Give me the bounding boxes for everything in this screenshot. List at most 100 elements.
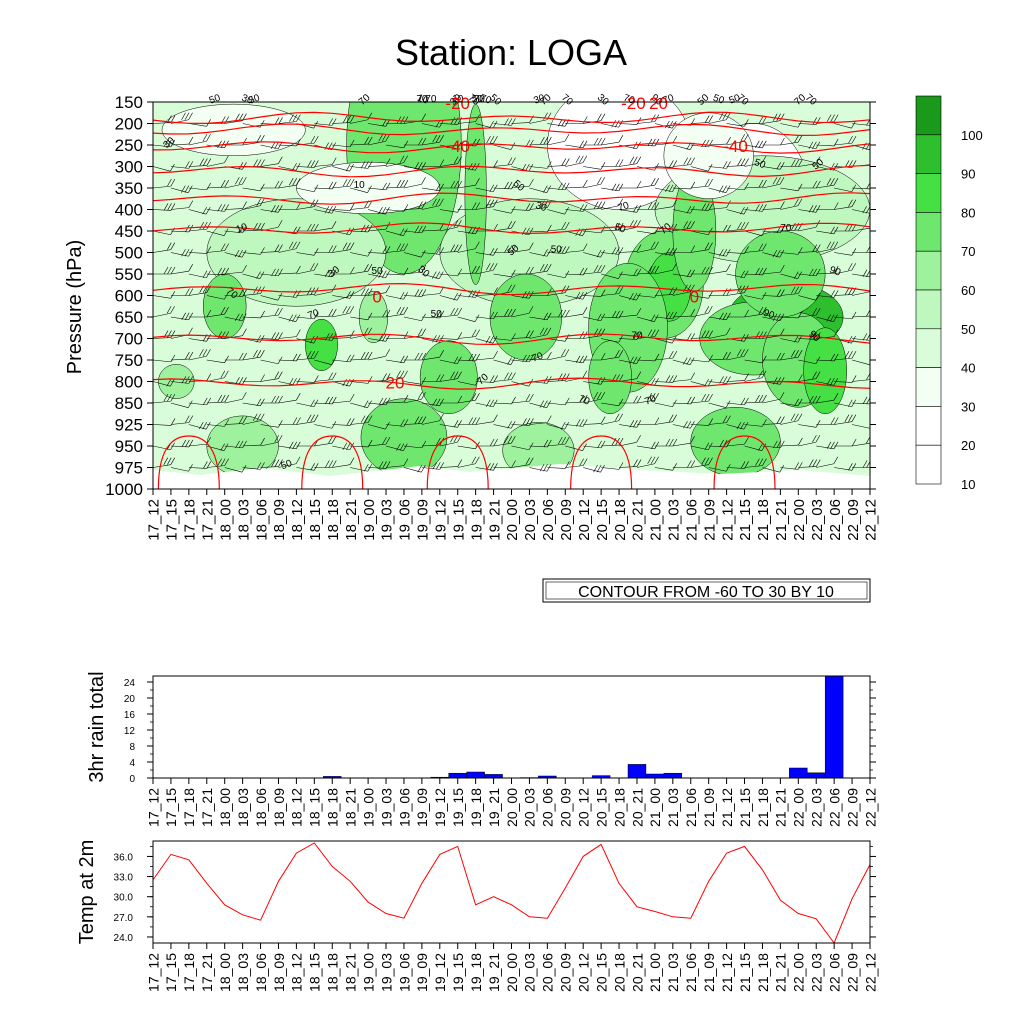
temp-time-tick-label: 21_09 [701, 953, 717, 992]
main-time-tick-label: 21_06 [683, 499, 700, 541]
wind-barb-feather [888, 116, 892, 123]
temp-time-tick-label: 19_06 [396, 953, 412, 992]
colorbar-swatch [916, 290, 941, 329]
colorbar-swatch [916, 96, 941, 135]
rain-y-tick-label: 0 [129, 774, 135, 785]
rain-time-tick-label: 21_18 [755, 788, 771, 827]
colorbar-swatch [916, 251, 941, 290]
temp-time-tick-label: 17_12 [145, 953, 161, 992]
rain-plot-frame [153, 676, 870, 778]
main-time-tick-label: 20_15 [594, 499, 611, 541]
rain-time-tick-label: 21_06 [683, 788, 699, 827]
rain-y-tick-label: 16 [124, 710, 136, 721]
rain-time-tick-label: 22_00 [791, 788, 807, 827]
wind-barb-shaft [870, 313, 888, 317]
colorbar-label: 80 [961, 205, 975, 220]
main-time-tick-label: 20_03 [522, 499, 539, 541]
wind-barb-feather [884, 291, 888, 298]
pressure-tick-label: 950 [115, 437, 143, 456]
temp-time-tick-label: 19_03 [378, 953, 394, 992]
rain-time-tick-label: 21_09 [701, 788, 717, 827]
rain-time-tick-label: 22_09 [844, 788, 860, 827]
wind-barb [870, 331, 892, 339]
temp-time-tick-label: 19_09 [414, 953, 430, 992]
wind-barb [870, 267, 892, 274]
main-time-tick-label: 21_21 [773, 499, 790, 541]
pressure-tick-label: 150 [115, 93, 143, 112]
main-time-tick-label: 22_03 [809, 499, 826, 541]
main-time-tick-label: 22_09 [845, 499, 862, 541]
temperature-contour-label: -20 [621, 94, 646, 113]
wind-barb-feather [888, 140, 892, 147]
rain-time-tick-label: 18_09 [271, 788, 287, 827]
shade-region [804, 328, 847, 414]
pressure-tick-label: 925 [115, 416, 143, 435]
temp-time-tick-label: 22_03 [809, 953, 825, 992]
main-time-tick-label: 19_18 [468, 499, 485, 541]
wind-barb-feather [870, 158, 874, 165]
wind-barb-shaft [870, 231, 888, 235]
main-time-tick-label: 19_00 [361, 499, 378, 541]
rain-bar [467, 772, 485, 778]
wind-barb-feather [888, 267, 892, 274]
temp-line [153, 843, 870, 943]
temp-time-tick-label: 20_15 [593, 953, 609, 992]
main-time-tick-label: 21_03 [666, 499, 683, 541]
contour-info-text: CONTOUR FROM -60 TO 30 BY 10 [578, 584, 834, 601]
temp-y-tick-label: 33.0 [114, 873, 134, 884]
pressure-tick-label: 400 [115, 201, 143, 220]
rain-bars [323, 676, 843, 778]
temp-time-tick-label: 20_00 [504, 953, 520, 992]
rain-time-tick-label: 19_12 [432, 788, 448, 827]
rain-y-tick-label: 12 [124, 726, 136, 737]
colorbar-label: 10 [961, 477, 975, 492]
rain-time-tick-label: 20_00 [504, 788, 520, 827]
pressure-tick-label: 650 [115, 308, 143, 327]
main-time-tick-label: 18_00 [217, 499, 234, 541]
wind-barb [870, 355, 892, 362]
shade-region [691, 407, 781, 476]
rain-time-tick-label: 21_15 [737, 788, 753, 827]
colorbar-swatch [916, 135, 941, 174]
wind-barb [870, 243, 892, 253]
temp-time-tick-label: 22_12 [862, 953, 878, 992]
main-time-tick-label: 20_00 [504, 499, 521, 541]
wind-barb-feather [884, 116, 888, 123]
colorbar-label: 60 [961, 283, 975, 298]
rain-time-tick-label: 19_00 [360, 788, 376, 827]
temperature-contour-label: 0 [372, 288, 381, 307]
main-time-tick-label: 18_12 [289, 499, 306, 541]
temp-time-tick-label: 19_18 [468, 953, 484, 992]
pressure-tick-label: 500 [115, 244, 143, 263]
main-time-tick-label: 18_18 [325, 499, 342, 541]
rain-time-tick-label: 22_06 [826, 788, 842, 827]
chart-title: Station: LOGA [395, 32, 627, 73]
colorbar-label: 30 [961, 399, 975, 414]
main-time-tick-label: 17_12 [146, 499, 163, 541]
wind-barb-feather [884, 379, 888, 386]
temp-time-tick-label: 17_21 [199, 953, 215, 992]
main-time-tick-label: 19_03 [379, 499, 396, 541]
rain-time-tick-label: 18_00 [217, 788, 233, 827]
rain-y-tick-label: 8 [129, 742, 135, 753]
temperature-contour-label: -20 [445, 94, 470, 113]
colorbar-swatch [916, 174, 941, 213]
temp-time-tick-label: 21_18 [755, 953, 771, 992]
rain-time-tick-label: 18_12 [289, 788, 305, 827]
wind-barb-feather [884, 179, 888, 186]
pressure-tick-label: 450 [115, 222, 143, 241]
temp-time-tick-label: 18_09 [271, 953, 287, 992]
main-time-tick-label: 22_00 [791, 499, 808, 541]
humidity-contour-label: 50 [431, 309, 443, 320]
wind-barb-feather [887, 379, 891, 386]
rain-time-tick-label: 19_03 [378, 788, 394, 827]
rain-time-tick-label: 22_12 [862, 788, 878, 827]
shade-region [162, 104, 305, 156]
rain-time-tick-label: 21_21 [773, 788, 789, 827]
rain-time-tick-label: 17_21 [199, 788, 215, 827]
humidity-contour-label: 10 [354, 180, 366, 191]
pressure-tick-label: 850 [115, 394, 143, 413]
